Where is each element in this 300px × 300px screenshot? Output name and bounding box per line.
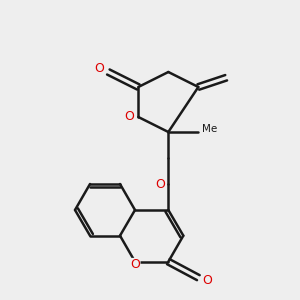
Text: O: O [155, 178, 165, 190]
Text: O: O [203, 274, 213, 287]
Text: O: O [130, 259, 140, 272]
Text: O: O [94, 62, 104, 75]
Text: O: O [124, 110, 134, 124]
Text: Me: Me [202, 124, 218, 134]
